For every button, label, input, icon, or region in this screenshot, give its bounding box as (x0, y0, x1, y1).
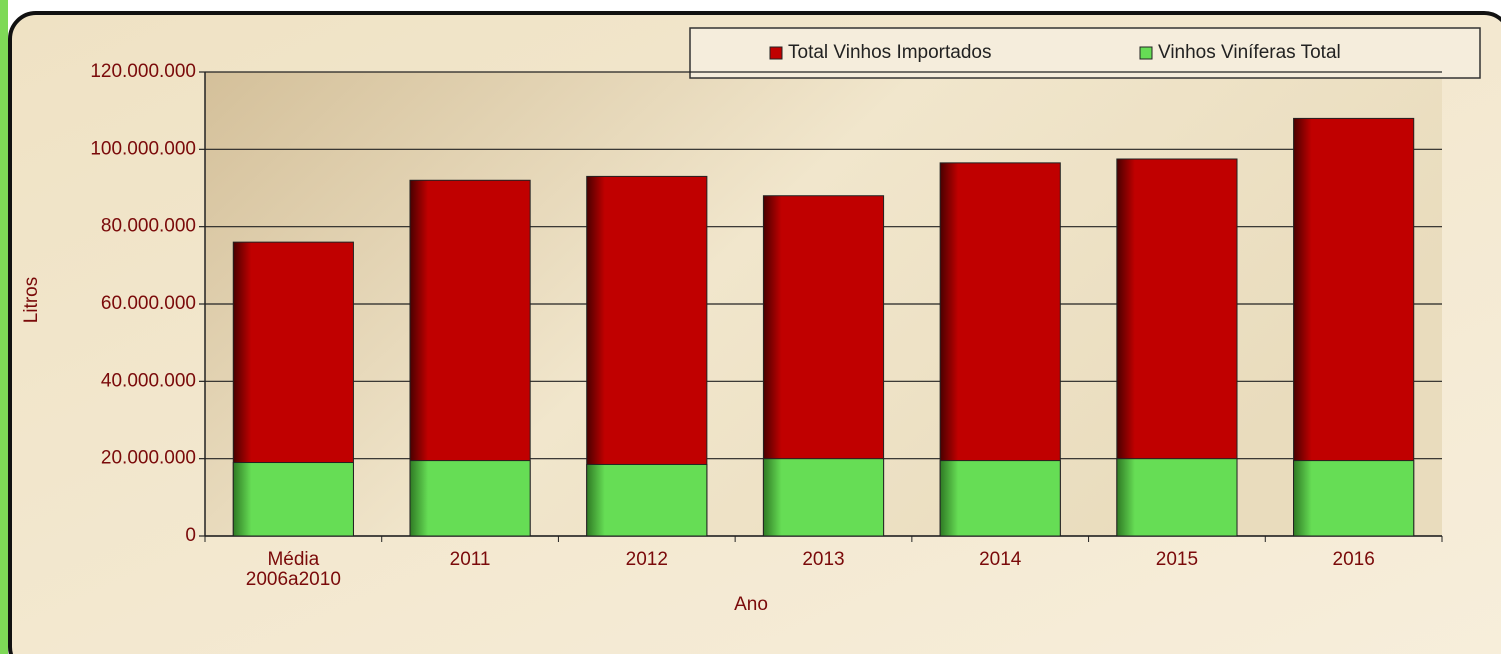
side-strip (0, 0, 8, 654)
legend-label: Total Vinhos Importados (788, 42, 992, 63)
legend-box (689, 27, 1481, 79)
y-tick-label: 0 (185, 525, 196, 546)
x-tick-label: 2016 (1332, 549, 1375, 570)
y-tick-label: 120.000.000 (90, 61, 196, 82)
bar (1116, 458, 1238, 537)
x-tick-label: Média 2006a2010 (245, 549, 341, 590)
bar (1293, 460, 1415, 537)
y-tick-label: 20.000.000 (101, 448, 196, 469)
legend-label: Vinhos Viníferas Total (1158, 42, 1341, 63)
bar (762, 458, 885, 537)
y-axis-title: Litros (21, 277, 42, 323)
x-tick-label: 2012 (625, 549, 668, 570)
legend-swatch (1139, 46, 1153, 60)
x-tick-label: 2013 (802, 549, 845, 570)
bar (409, 460, 531, 537)
legend-swatch (769, 46, 783, 60)
x-tick-label: 2015 (1155, 549, 1199, 570)
bar (939, 460, 1061, 537)
y-tick-label: 100.000.000 (90, 138, 196, 159)
x-tick-label: 2014 (979, 549, 1022, 570)
bar (586, 463, 708, 537)
x-axis-title: Ano (734, 594, 768, 615)
y-tick-label: 80.000.000 (101, 216, 196, 237)
x-tick-label: 2011 (449, 549, 491, 570)
bar (232, 462, 354, 537)
y-tick-label: 40.000.000 (101, 370, 196, 391)
y-tick-label: 60.000.000 (101, 293, 196, 314)
